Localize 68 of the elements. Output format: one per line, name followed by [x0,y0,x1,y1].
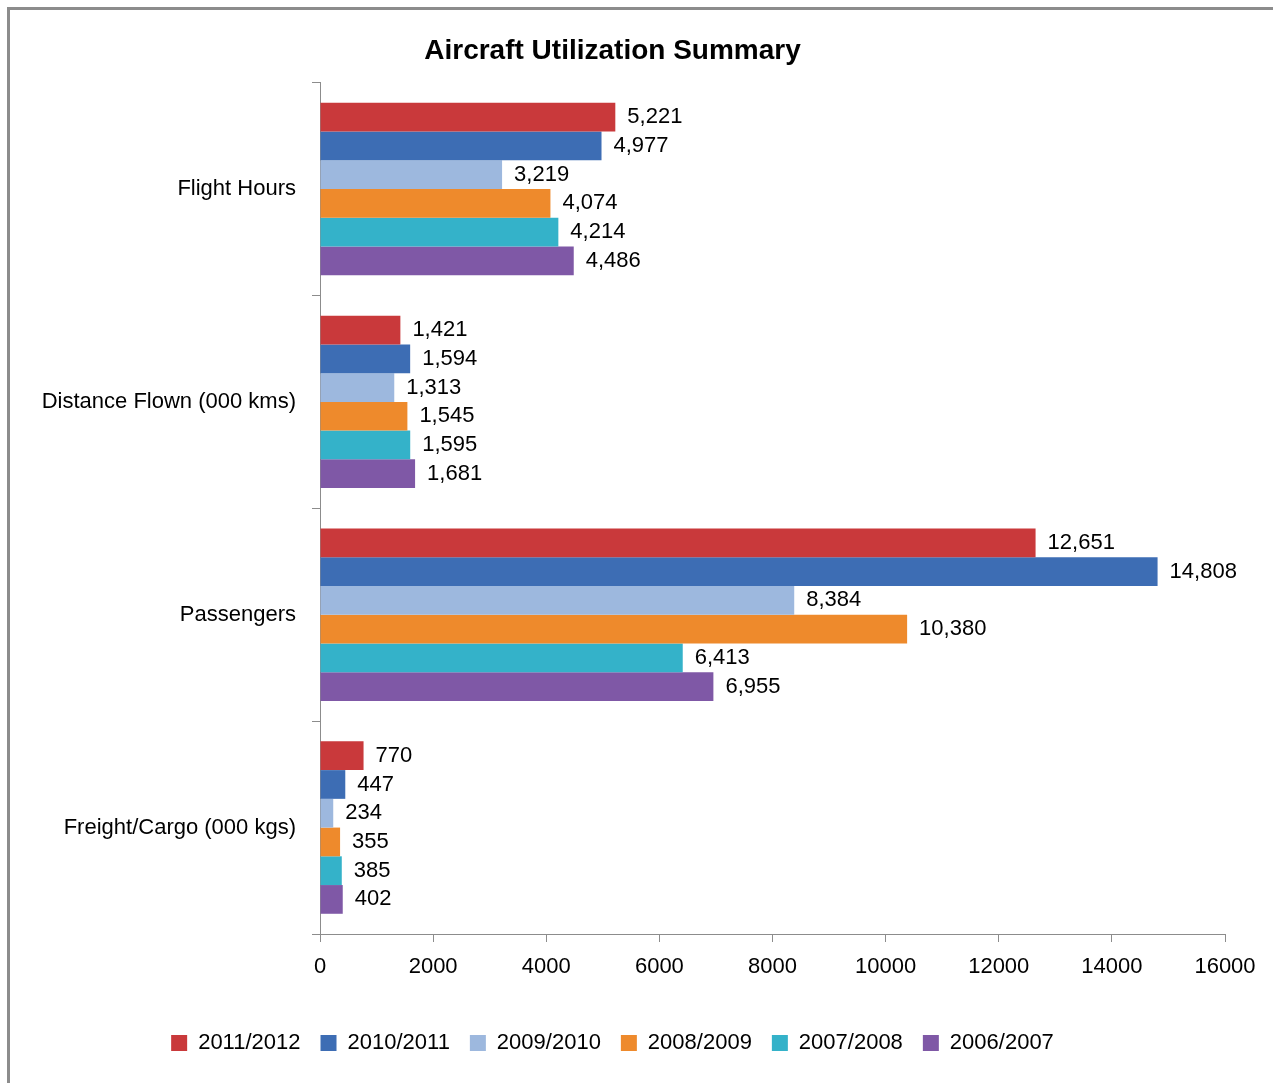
bar [320,770,346,799]
bar [320,741,364,771]
data-label: 385 [353,856,391,882]
data-label: 402 [354,885,392,911]
bar [320,856,342,886]
data-label: 6,955 [725,672,781,698]
x-tick-label: 8000 [748,953,797,979]
x-tick-label: 2000 [408,953,458,979]
legend-label: 2007/2008 [798,1029,903,1055]
bar [320,430,411,460]
x-tick-label: 6000 [634,953,684,979]
bar [320,189,551,218]
x-tick-label: 0 [313,953,327,979]
legend-label: 2009/2010 [496,1029,601,1055]
x-tick-label: 16000 [1194,953,1256,979]
bar [320,798,334,828]
bar [320,643,683,673]
y-tick-label: Flight Hours [177,175,296,201]
bar [320,827,341,857]
bar [320,160,503,190]
bar [320,131,602,161]
data-label: 4,074 [562,189,618,215]
x-tick-label: 10000 [855,953,917,979]
data-label: 1,681 [427,459,483,485]
data-label: 4,214 [570,218,626,244]
bar [320,557,1158,586]
bar [320,459,416,489]
y-tick-label: Distance Flown (000 kms) [41,387,296,413]
bar [320,246,574,276]
data-label: 5,221 [627,103,683,129]
bar [320,672,714,701]
data-label: 1,545 [419,402,475,428]
bar [320,217,559,247]
bar [320,315,401,345]
data-label: 1,421 [412,316,468,342]
data-label: 4,486 [585,246,641,272]
data-label: 14,808 [1169,557,1237,583]
x-tick-label: 14000 [1081,953,1143,979]
legend-label: 2010/2011 [347,1029,450,1055]
data-label: 1,313 [406,373,462,399]
bar [320,528,1036,558]
data-label: 3,219 [514,160,570,186]
data-label: 8,384 [806,586,862,612]
bar [320,102,616,132]
data-label: 234 [345,799,382,825]
bar [320,344,411,374]
legend-label: 2008/2009 [647,1029,752,1055]
bar [320,401,408,431]
data-label: 6,413 [694,643,750,669]
data-label: 12,651 [1047,528,1115,554]
data-label: 1,595 [422,431,478,457]
chart-title: Aircraft Utilization Summary [424,33,802,65]
y-tick-label: Freight/Cargo (000 kgs) [63,813,296,839]
data-label: 1,594 [422,344,478,370]
bar [320,885,343,914]
legend-label: 2006/2007 [949,1029,1054,1055]
legend-label: 2011/2012 [198,1029,301,1055]
x-tick-label: 4000 [521,953,571,979]
data-label: 447 [357,770,394,796]
bar [320,585,795,615]
bar [320,614,908,644]
data-label: 4,977 [613,131,669,157]
data-label: 770 [375,741,413,767]
data-label: 10,380 [919,615,987,641]
data-label: 355 [352,828,389,853]
x-tick-label: 12000 [968,953,1030,979]
y-tick-label: Passengers [179,600,296,626]
bar [320,373,395,402]
